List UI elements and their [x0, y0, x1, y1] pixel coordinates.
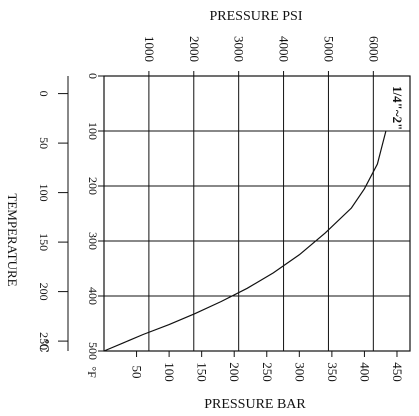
bottom-tick-label: 450 — [390, 362, 405, 382]
left-axis-label: TEMPERATURE — [5, 193, 20, 286]
left-inner-axis-ticks: 0 100 200 300 400 500 — [86, 73, 104, 360]
left-outer-tick-label: 250 — [37, 332, 51, 350]
bottom-axis-label: PRESSURE BAR — [204, 397, 306, 412]
bottom-tick-label: 200 — [227, 362, 242, 382]
bottom-tick-label: 150 — [195, 362, 210, 382]
top-tick-label: 6000 — [366, 36, 381, 62]
bottom-tick-label: 300 — [292, 362, 307, 382]
left-inner-tick-label: 200 — [86, 177, 100, 195]
top-axis-ticks: 1000 2000 3000 4000 5000 6000 — [142, 36, 381, 76]
series-label: 1/4"~2" — [390, 86, 405, 130]
top-tick-label: 4000 — [277, 36, 292, 62]
top-tick-label: 3000 — [232, 36, 247, 62]
top-tick-label: 5000 — [321, 36, 336, 62]
left-outer-tick-label: 0 — [37, 91, 51, 97]
bottom-axis-ticks: 50 100 150 200 250 300 350 400 450 — [130, 351, 405, 382]
top-axis-label: PRESSURE PSI — [210, 9, 303, 24]
left-outer-axis-ticks: 0 50 100 150 200 250 — [37, 91, 68, 350]
left-outer-unit: ℃ — [37, 339, 51, 352]
plot-frame — [103, 75, 411, 352]
bottom-tick-label: 250 — [260, 362, 275, 382]
bottom-tick-label: 100 — [162, 362, 177, 382]
bottom-tick-label: 350 — [325, 362, 340, 382]
top-tick-label: 2000 — [187, 36, 202, 62]
left-inner-tick-label: 100 — [86, 122, 100, 140]
left-outer-tick-label: 50 — [37, 137, 51, 149]
left-outer-tick-label: 200 — [37, 283, 51, 301]
top-tick-label: 1000 — [142, 36, 157, 62]
grid — [104, 76, 410, 351]
left-inner-tick-label: 400 — [86, 287, 100, 305]
left-inner-tick-label: 0 — [86, 73, 100, 79]
left-outer-tick-label: 150 — [37, 233, 51, 251]
left-inner-tick-label: 500 — [86, 342, 100, 360]
bottom-tick-label: 50 — [130, 366, 145, 379]
left-outer-tick-label: 100 — [37, 184, 51, 202]
series-line — [103, 130, 387, 352]
bottom-tick-label: 400 — [357, 362, 372, 382]
left-inner-unit: °F — [85, 366, 99, 378]
series-layer: 1/4"~2" — [103, 86, 405, 352]
left-inner-tick-label: 300 — [86, 232, 100, 250]
